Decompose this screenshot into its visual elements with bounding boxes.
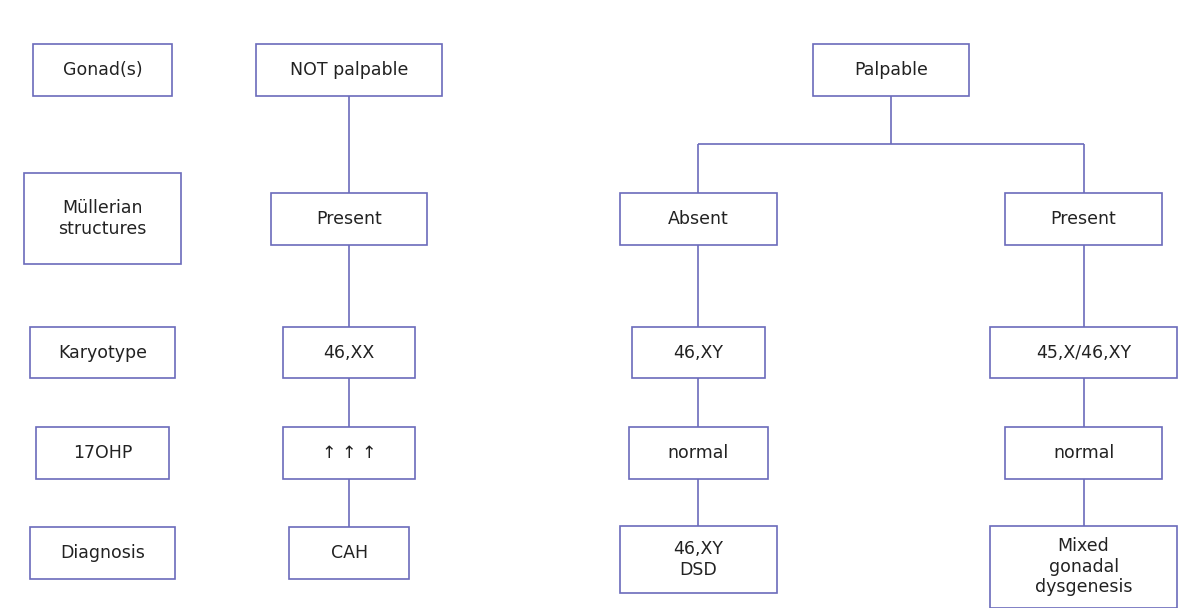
FancyBboxPatch shape: [813, 44, 969, 96]
Text: Gonad(s): Gonad(s): [63, 61, 142, 79]
FancyBboxPatch shape: [283, 327, 415, 378]
Text: 46,XY
DSD: 46,XY DSD: [673, 540, 724, 579]
FancyBboxPatch shape: [271, 193, 427, 244]
FancyBboxPatch shape: [1005, 427, 1162, 479]
FancyBboxPatch shape: [620, 193, 777, 244]
FancyBboxPatch shape: [990, 327, 1178, 378]
FancyBboxPatch shape: [289, 527, 409, 579]
FancyBboxPatch shape: [34, 44, 172, 96]
FancyBboxPatch shape: [255, 44, 442, 96]
FancyBboxPatch shape: [1005, 193, 1162, 244]
Text: 17OHP: 17OHP: [72, 444, 132, 462]
Text: Müllerian
structures: Müllerian structures: [58, 199, 147, 238]
Text: 45,X/46,XY: 45,X/46,XY: [1035, 344, 1132, 362]
FancyBboxPatch shape: [632, 327, 765, 378]
FancyBboxPatch shape: [628, 427, 768, 479]
Text: Absent: Absent: [668, 210, 728, 228]
FancyBboxPatch shape: [990, 525, 1178, 608]
Text: CAH: CAH: [331, 544, 367, 562]
Text: ↑ ↑ ↑: ↑ ↑ ↑: [321, 444, 377, 462]
FancyBboxPatch shape: [30, 327, 175, 378]
Text: Mixed
gonadal
dysgenesis: Mixed gonadal dysgenesis: [1035, 537, 1132, 596]
Text: 46,XX: 46,XX: [324, 344, 374, 362]
Text: Karyotype: Karyotype: [58, 344, 147, 362]
Text: 46,XY: 46,XY: [673, 344, 724, 362]
Text: Diagnosis: Diagnosis: [60, 544, 144, 562]
FancyBboxPatch shape: [620, 526, 777, 593]
Text: Present: Present: [317, 210, 382, 228]
Text: normal: normal: [668, 444, 728, 462]
FancyBboxPatch shape: [30, 527, 175, 579]
Text: normal: normal: [1054, 444, 1114, 462]
FancyBboxPatch shape: [24, 173, 181, 264]
FancyBboxPatch shape: [36, 427, 169, 479]
Text: Palpable: Palpable: [854, 61, 928, 79]
FancyBboxPatch shape: [283, 427, 415, 479]
Text: Present: Present: [1051, 210, 1116, 228]
Text: NOT palpable: NOT palpable: [290, 61, 408, 79]
